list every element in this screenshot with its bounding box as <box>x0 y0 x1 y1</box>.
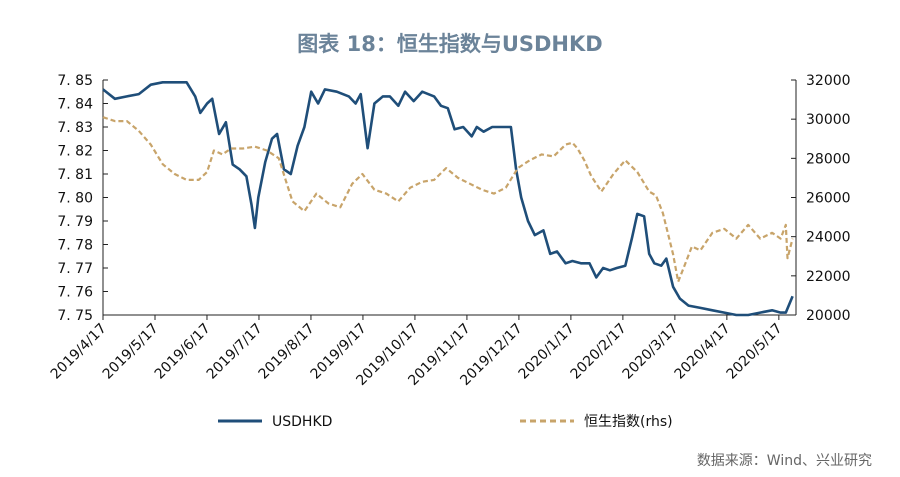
left-tick-label: 7. 76 <box>57 285 93 301</box>
legend-label-usdhkd: USDHKD <box>272 414 332 430</box>
left-tick-label: 7. 84 <box>57 97 93 113</box>
left-tick-label: 7. 79 <box>57 214 93 230</box>
right-tick-label: 32000 <box>806 73 851 89</box>
series-line-hsi <box>102 116 794 283</box>
legend-label-hsi: 恒生指数(rhs) <box>584 414 673 430</box>
left-tick-label: 7. 83 <box>57 120 93 136</box>
source-note: 数据来源：Wind、兴业研究 <box>696 453 872 469</box>
right-tick-label: 26000 <box>806 191 851 207</box>
right-tick-label: 28000 <box>806 151 851 167</box>
left-tick-label: 7. 80 <box>57 191 93 207</box>
right-tick-label: 30000 <box>806 112 851 128</box>
left-tick-label: 7. 78 <box>57 238 93 254</box>
left-tick-label: 7. 85 <box>57 73 93 89</box>
left-tick-label: 7. 81 <box>57 167 93 183</box>
right-tick-label: 20000 <box>806 308 851 324</box>
right-tick-label: 22000 <box>806 269 851 285</box>
left-tick-label: 7. 77 <box>57 261 93 277</box>
series-lines <box>102 81 794 317</box>
chart-title: 图表 18：恒生指数与USDHKD <box>297 32 603 56</box>
left-tick-label: 7. 82 <box>57 144 93 160</box>
series-line-usdhkd <box>102 81 794 317</box>
left-tick-label: 7. 75 <box>57 308 93 324</box>
right-tick-label: 24000 <box>806 230 851 246</box>
axes: 7. 85 7. 84 7. 83 7. 82 7. 81 7. 80 7. 79 7. 78… <box>48 73 851 389</box>
legend: USDHKD 恒生指数(rhs) <box>218 414 673 430</box>
x-tick-label: 2020/5/17 <box>724 321 786 383</box>
